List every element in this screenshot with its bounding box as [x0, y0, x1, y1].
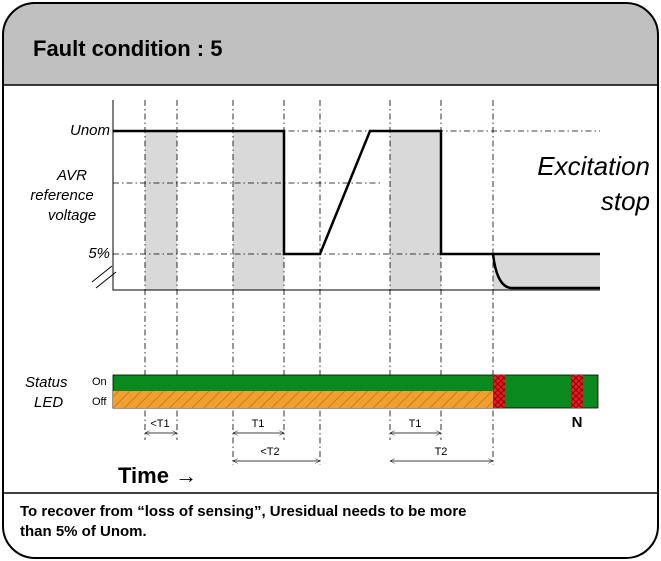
timing-label: <T1 — [150, 418, 169, 430]
timing-label: T2 — [435, 446, 448, 458]
shading — [145, 131, 600, 290]
state-label: Excitation — [537, 151, 650, 181]
led-label: On — [92, 376, 107, 388]
level-label: 5% — [88, 245, 110, 262]
level-label: voltage — [48, 207, 96, 224]
axes — [112, 100, 600, 291]
time-label: Time → — [118, 463, 197, 488]
led-bar — [112, 374, 599, 409]
timing-label: T1 — [252, 418, 265, 430]
timing-label: T1 — [409, 418, 422, 430]
timing-arrows — [145, 433, 493, 461]
state-label: stop — [601, 186, 650, 216]
level-label: reference — [30, 187, 93, 204]
decay — [491, 253, 600, 290]
level-label: Unom — [70, 122, 110, 139]
led-label: Status — [25, 374, 68, 391]
led-label: LED — [34, 394, 63, 411]
footer-text: To recover from “loss of sensing”, Uresi… — [20, 503, 467, 520]
title: Fault condition : 5 — [33, 36, 222, 61]
footer-text: than 5% of Unom. — [20, 523, 147, 540]
led-label: Off — [92, 396, 107, 408]
level-label: AVR — [56, 167, 87, 184]
led-label: N — [572, 414, 583, 431]
signal — [113, 129, 600, 256]
header-bg — [3, 3, 658, 85]
timing-label: <T2 — [260, 446, 279, 458]
